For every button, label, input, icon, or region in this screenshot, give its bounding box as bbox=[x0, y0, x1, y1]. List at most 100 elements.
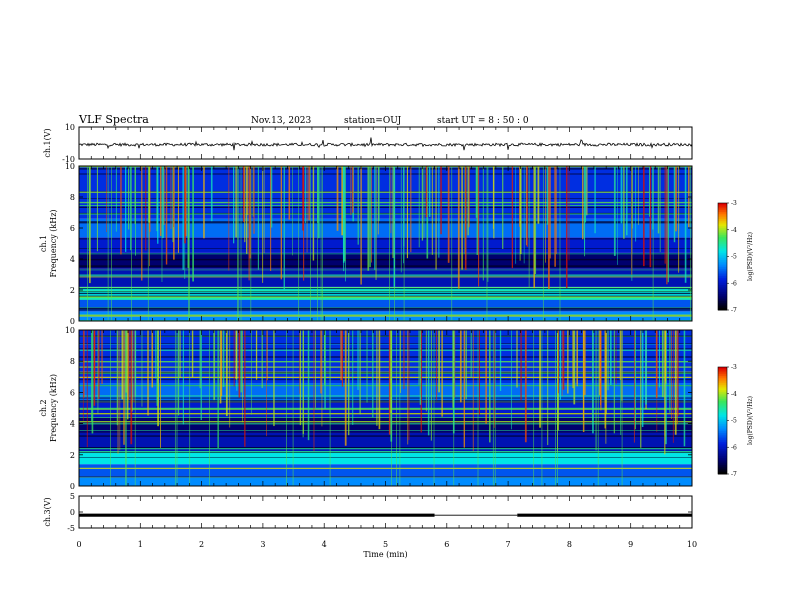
ch2-colorbar-swatch bbox=[718, 449, 727, 452]
ch1-colorbar-swatch bbox=[718, 204, 727, 208]
ch2-colorbar-swatch bbox=[718, 402, 727, 405]
ch2-spectrogram-ylabel-frequency: Frequency (kHz) bbox=[49, 374, 58, 442]
ch2-colorbar-swatch bbox=[718, 432, 727, 436]
ch1-colorbar-swatch bbox=[718, 268, 727, 272]
ch2-colorbar-swatch bbox=[718, 461, 727, 464]
ch2-colorbar-swatch bbox=[718, 406, 727, 409]
ch2-colorbar-swatch bbox=[718, 441, 727, 445]
ch1-colorbar-swatch bbox=[718, 203, 727, 206]
ch2-colorbar-swatch bbox=[718, 408, 727, 411]
ch1-colorbar-tick-label: -7 bbox=[731, 307, 737, 314]
ch1-colorbar-swatch bbox=[718, 297, 727, 300]
ch1-colorbar-swatch bbox=[718, 258, 727, 261]
ch2-colorbar-swatch bbox=[718, 383, 727, 386]
time-tick-label: 9 bbox=[628, 540, 633, 549]
ch2-spectrogram-ytick-label: 2 bbox=[70, 451, 75, 460]
ch1-colorbar-swatch bbox=[718, 302, 727, 306]
ch1-colorbar-swatch bbox=[718, 281, 727, 284]
ch1-colorbar-swatch bbox=[718, 217, 727, 220]
ch2-colorbar-swatch bbox=[718, 386, 727, 389]
ch2-colorbar-swatch bbox=[718, 390, 727, 393]
ch1-colorbar-swatch bbox=[718, 288, 727, 291]
ch1-colorbar-swatch bbox=[718, 211, 727, 215]
ch1-colorbar-swatch bbox=[718, 306, 727, 309]
ch1-colorbar-swatch bbox=[718, 245, 727, 249]
ch1-colorbar-swatch bbox=[718, 247, 727, 250]
ch2-colorbar-swatch bbox=[718, 399, 727, 402]
ch1-colorbar-label: log(PSD)(V²/Hz) bbox=[747, 232, 754, 281]
time-tick-label: 4 bbox=[322, 540, 327, 549]
ch2-colorbar-swatch bbox=[718, 420, 727, 423]
ch2-colorbar-tick-label: -5 bbox=[731, 418, 737, 425]
time-tick-label: 3 bbox=[260, 540, 265, 549]
ch2-colorbar-swatch bbox=[718, 440, 727, 443]
ch1-colorbar-swatch bbox=[718, 301, 727, 304]
start-time-label: start UT = 8 : 50 : 0 bbox=[437, 116, 529, 126]
ch1-colorbar-swatch bbox=[718, 229, 727, 233]
ch2-colorbar-swatch bbox=[718, 418, 727, 421]
time-tick-label: 2 bbox=[199, 540, 204, 549]
figure-title: VLF Spectra bbox=[78, 113, 149, 126]
ch3-signal-ytick-label: -5 bbox=[67, 524, 75, 533]
ch2-spectrogram-ytick-label: 10 bbox=[65, 326, 75, 335]
ch1-colorbar-swatch bbox=[718, 295, 727, 299]
ch1-colorbar-swatch bbox=[718, 224, 727, 227]
ch3-signal-ytick-label: 0 bbox=[70, 508, 75, 517]
ch2-spectrogram-band bbox=[79, 383, 692, 402]
ch2-colorbar-swatch bbox=[718, 452, 727, 455]
ch2-colorbar-swatch bbox=[718, 456, 727, 459]
ch2-colorbar-swatch bbox=[718, 425, 727, 429]
ch2-colorbar-swatch bbox=[718, 416, 727, 420]
ch2-colorbar-swatch bbox=[718, 368, 727, 372]
ch1-waveform-line bbox=[79, 137, 693, 151]
ch2-spectrogram-panel: 0 2 4 6 8 10 ch.2 Frequency (kHz) bbox=[39, 326, 693, 491]
ch1-colorbar-swatch bbox=[718, 304, 727, 307]
ch1-spectrogram-ytick-label: 2 bbox=[70, 286, 75, 295]
ch2-spectrogram-ytick-label: 6 bbox=[70, 388, 75, 397]
ch1-colorbar-swatch bbox=[718, 292, 727, 295]
ch2-colorbar-swatch bbox=[718, 415, 727, 418]
ch1-spectrogram-ytick-label: 0 bbox=[70, 317, 75, 326]
ch1-colorbar-swatch bbox=[718, 206, 727, 209]
ch1-colorbar-swatch bbox=[718, 254, 727, 257]
ch2-spectrogram-ylabel-channel: ch.2 bbox=[39, 399, 48, 416]
ch1-colorbar-swatch bbox=[718, 279, 727, 282]
ch2-colorbar-swatch bbox=[718, 375, 727, 379]
ch1-colorbar-swatch bbox=[718, 236, 727, 240]
ch2-colorbar-swatch bbox=[718, 459, 727, 463]
ch1-colorbar-swatch bbox=[718, 252, 727, 256]
ch1-colorbar-swatch bbox=[718, 240, 727, 243]
ch1-colorbar-tick-label: -5 bbox=[731, 254, 737, 261]
ch1-colorbar-tick-label: -4 bbox=[731, 227, 737, 234]
ch2-colorbar-swatch bbox=[718, 434, 727, 438]
time-tick-label: 0 bbox=[76, 540, 81, 549]
ch2-colorbar-swatch bbox=[718, 395, 727, 398]
ch1-waveform-ylabel: ch.1(V) bbox=[43, 128, 52, 157]
station-label: station=OUJ bbox=[344, 116, 402, 126]
ch2-colorbar-swatch bbox=[718, 466, 727, 470]
time-tick-label: 8 bbox=[567, 540, 572, 549]
ch2-colorbar-swatch bbox=[718, 377, 727, 380]
time-axis-label: Time (min) bbox=[363, 550, 407, 559]
ch2-colorbar-swatch bbox=[718, 454, 727, 457]
ch1-colorbar-swatch bbox=[718, 231, 727, 234]
ch1-colorbar-swatch bbox=[718, 293, 727, 297]
date-label: Nov.13, 2023 bbox=[251, 116, 312, 126]
ch2-colorbar-swatch bbox=[718, 393, 727, 397]
ch2-colorbar-swatch bbox=[718, 397, 727, 400]
ch1-colorbar-swatch bbox=[718, 285, 727, 288]
ch2-colorbar-swatch bbox=[718, 367, 727, 370]
ch1-spectrogram-band bbox=[79, 268, 692, 287]
ch1-colorbar-swatch bbox=[718, 256, 727, 259]
ch1-spectrogram-ytick-label: 6 bbox=[70, 224, 75, 233]
ch1-spectrogram-ylabel-channel: ch.1 bbox=[39, 235, 48, 252]
ch2-spectrogram-band bbox=[79, 464, 692, 477]
ch2-colorbar-swatch bbox=[718, 384, 727, 388]
ch1-spectrogram-band bbox=[79, 252, 692, 269]
ch2-colorbar-tick-label: -3 bbox=[731, 364, 737, 371]
ch2-colorbar-swatch bbox=[718, 443, 727, 446]
ch1-colorbar-swatch bbox=[718, 235, 727, 238]
ch1-colorbar-swatch bbox=[718, 222, 727, 225]
ch1-colorbar-swatch bbox=[718, 213, 727, 216]
ch3-signal-ytick-label: 5 bbox=[70, 492, 75, 501]
